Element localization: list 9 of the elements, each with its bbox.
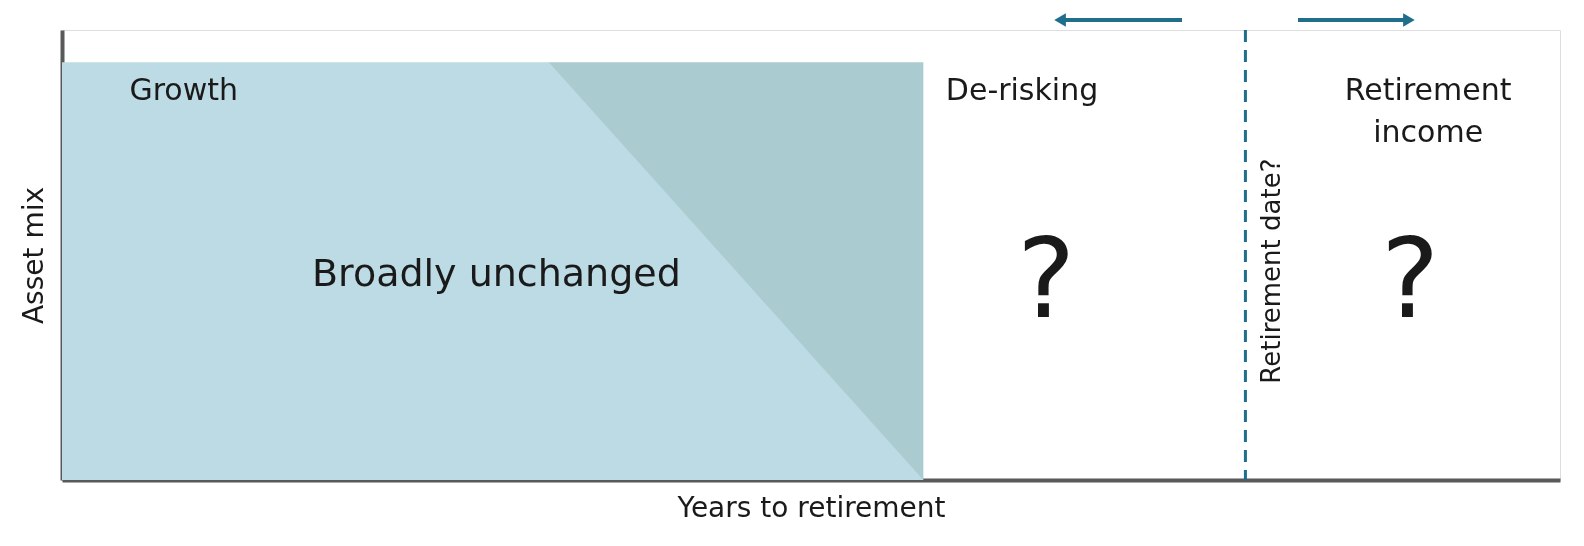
y-axis-title: Asset mix [16,186,50,325]
annotation: ? [1016,214,1076,343]
annotation: De-risking [945,72,1099,108]
annotation: Growth [129,72,238,108]
x-axis-title: Years to retirement [676,490,946,524]
annotation: Broadly unchanged [312,251,681,296]
annotation: Retirement income [1344,72,1512,150]
annotation: ? [1381,214,1440,343]
annotation: Retirement date? [1256,158,1287,384]
